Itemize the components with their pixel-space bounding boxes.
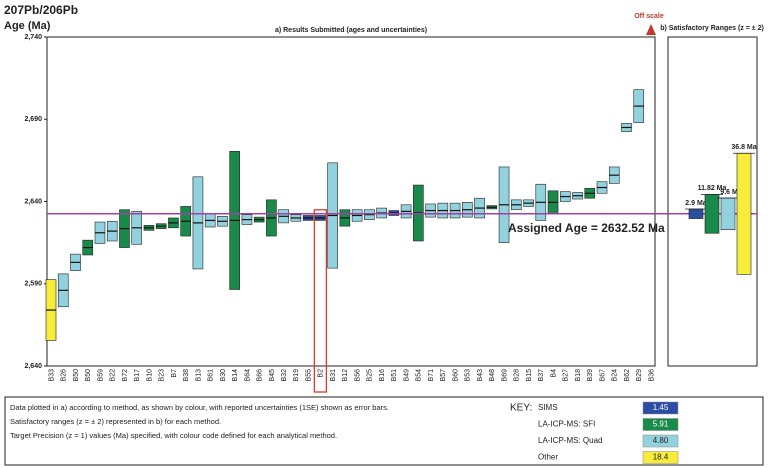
key-swatch [642, 401, 679, 415]
x-tick-label: B14 [232, 369, 239, 382]
x-tick-label: B49 [403, 369, 410, 382]
legend-label: LA-ICP-MS: SFI [538, 420, 595, 429]
x-tick-label: B26 [61, 369, 68, 382]
key-value: 5.91 [653, 420, 669, 429]
x-tick-label: B36 [648, 369, 655, 382]
x-tick-label: B60 [452, 369, 459, 382]
x-tick-label: B32 [281, 369, 288, 382]
x-tick-label: B43 [477, 369, 484, 382]
x-tick-label: B33 [48, 369, 55, 382]
x-tick-label: B24 [612, 369, 619, 382]
x-tick-label: B69 [501, 369, 508, 382]
range-label: 2.9 Ma [685, 200, 707, 207]
range-label: 11.82 Ma [698, 185, 727, 192]
note: Satisfactory ranges (z = ± 2) represente… [10, 417, 221, 426]
off-scale-label: Off scale [634, 13, 664, 20]
x-tick-label: B12 [342, 369, 349, 382]
x-tick-label: B22 [110, 369, 117, 382]
x-tick-label: B62 [624, 369, 631, 382]
key-swatch [642, 451, 679, 464]
y-tick-label: 2,740 [24, 34, 42, 41]
x-tick-label: B54 [416, 369, 423, 382]
range-box [704, 194, 720, 234]
x-tick-label: B28 [514, 369, 521, 382]
x-tick-label: B30 [220, 369, 227, 382]
x-tick-label: B55 [305, 369, 312, 382]
x-tick-label: B19 [293, 369, 300, 382]
key-value: 1.45 [653, 403, 669, 412]
x-tick-label: B13 [195, 369, 202, 382]
x-tick-label: B31 [330, 369, 337, 382]
y-label: Age (Ma) [4, 20, 51, 32]
y-tick-label: 2,690 [24, 116, 42, 123]
x-tick-label: B66 [257, 369, 264, 382]
x-tick-label: B72 [122, 369, 129, 382]
x-tick-label: B29 [636, 369, 643, 382]
x-tick-label: B18 [575, 369, 582, 382]
x-tick-label: B64 [244, 369, 251, 382]
y-tick-label: 2,590 [24, 281, 42, 288]
x-tick-label: B48 [489, 369, 496, 382]
key-value: 4.80 [653, 436, 669, 445]
key-swatch [642, 418, 679, 431]
x-tick-label: B67 [599, 369, 606, 382]
x-tick-label: B10 [146, 369, 153, 382]
x-tick-label: B50 [73, 369, 80, 382]
x-tick-label: B4 [550, 369, 557, 378]
x-tick-label: B17 [134, 369, 141, 382]
panel-b-frame [667, 36, 758, 367]
range-label: 9.6 Ma [720, 189, 742, 196]
x-tick-label: B71 [428, 369, 435, 382]
note: Target Precision (z = 1) values (Ma) spe… [10, 431, 337, 440]
x-tick-label: B38 [183, 369, 190, 382]
x-tick-label: B2 [318, 369, 325, 378]
x-tick-label: B53 [465, 369, 472, 382]
y-label-top: 207Pb/206Pb [4, 3, 78, 17]
chart-title: a) Results Submitted (ages and uncertain… [275, 27, 427, 34]
panel-b-title: b) Satisfactory Ranges (z = ± 2) [660, 25, 764, 32]
x-tick-label: B27 [563, 369, 570, 382]
key-label: KEY: [510, 403, 532, 414]
range-box [736, 152, 752, 275]
x-tick-label: B39 [587, 369, 594, 382]
note: Data plotted in a) according to method, … [10, 403, 389, 412]
range-box [720, 197, 736, 230]
off-scale-marker [646, 24, 656, 35]
legend-label: LA-ICP-MS: Quad [538, 436, 602, 445]
x-tick-label: B56 [354, 369, 361, 382]
key-swatch [642, 434, 679, 448]
legend-label: SIMS [538, 403, 558, 412]
x-tick-label: B37 [538, 369, 545, 382]
x-tick-label: B51 [391, 369, 398, 382]
x-tick-label: B16 [379, 369, 386, 382]
range-label: 36.8 Ma [731, 144, 756, 151]
x-tick-label: B61 [208, 369, 215, 382]
x-tick-label: B57 [440, 369, 447, 382]
key-value: 18.4 [653, 453, 669, 462]
x-tick-label: B45 [269, 369, 276, 382]
x-tick-label: B50 [85, 369, 92, 382]
range-box [688, 208, 704, 219]
x-tick-label: B15 [526, 369, 533, 382]
y-tick-label: 2,640 [24, 363, 42, 370]
x-tick-label: B23 [159, 369, 166, 382]
legend-label: Other [538, 453, 558, 462]
footer-frame [4, 396, 764, 466]
y-tick-label: 2,640 [24, 198, 42, 205]
x-tick-label: B59 [97, 369, 104, 382]
x-tick-label: B7 [171, 369, 178, 378]
x-tick-label: B25 [367, 369, 374, 382]
highlight-box [313, 209, 328, 393]
assigned-label: Assigned Age = 2632.52 Ma [508, 221, 665, 235]
